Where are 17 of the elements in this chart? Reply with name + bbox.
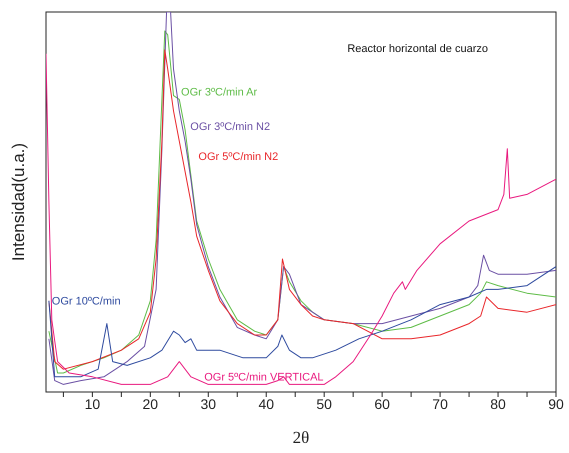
x-axis-title: 2θ	[292, 428, 310, 447]
x-tick-label: 90	[548, 396, 564, 412]
series-label: OGr 5ºC/min N2	[198, 151, 278, 164]
x-tick-label: 60	[374, 396, 390, 412]
series-label: OGr 3ºC/min Ar	[181, 86, 258, 99]
x-tick-label: 50	[316, 396, 332, 412]
x-tick-label: 20	[142, 396, 158, 412]
series-label: OGr 5ºC/min VERTICAL	[204, 372, 324, 384]
series-label: OGr 3ºC/min N2	[190, 120, 270, 133]
y-axis-title: Intensidad(u.a.)	[9, 142, 28, 262]
x-tick-label: 80	[490, 396, 506, 412]
text: Reactor horizontal de cuarzo	[347, 42, 488, 55]
x-tick-label: 10	[84, 396, 100, 412]
x-tick-label: 30	[200, 396, 216, 412]
x-tick-label: 70	[432, 396, 448, 412]
x-tick-label: 40	[258, 396, 274, 412]
series-label: OGr 10ºC/min	[52, 296, 121, 308]
